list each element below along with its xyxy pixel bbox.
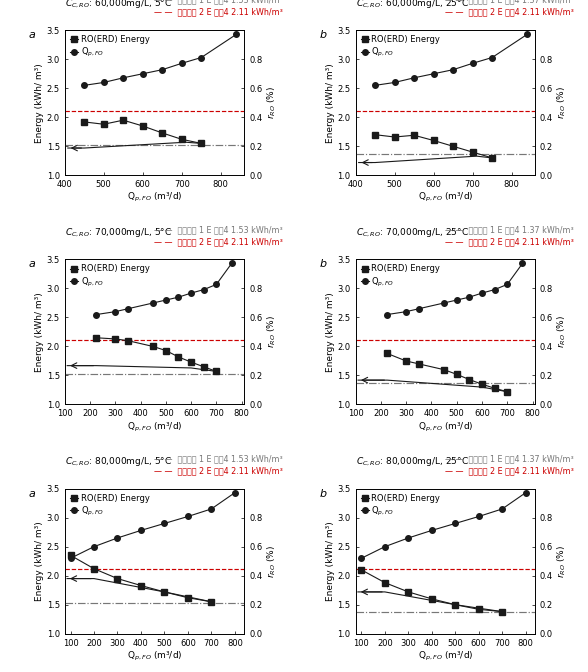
Text: —·—  시나리오 1 E 목팣4 1.53 kWh/m³: —·— 시나리오 1 E 목팣4 1.53 kWh/m³	[155, 454, 283, 463]
X-axis label: Q$_{p, FO}$ (m³/d): Q$_{p, FO}$ (m³/d)	[417, 192, 473, 204]
Text: a: a	[29, 489, 36, 499]
Y-axis label: Energy (kWh/ m³): Energy (kWh/ m³)	[35, 63, 44, 142]
Y-axis label: Energy (kWh/ m³): Energy (kWh/ m³)	[326, 292, 335, 372]
X-axis label: Q$_{p, FO}$ (m³/d): Q$_{p, FO}$ (m³/d)	[127, 421, 182, 433]
Text: —·—  시나리오 1 E 목팣4 1.37 kWh/m³: —·— 시나리오 1 E 목팣4 1.37 kWh/m³	[445, 225, 574, 234]
Legend: RO(ERD) Energy, Q$_{p, FO}$: RO(ERD) Energy, Q$_{p, FO}$	[68, 492, 151, 519]
Legend: RO(ERD) Energy, Q$_{p, FO}$: RO(ERD) Energy, Q$_{p, FO}$	[68, 34, 151, 61]
Text: $C_{C,RO}$: 60,000mg/L, 25°C: $C_{C,RO}$: 60,000mg/L, 25°C	[356, 0, 469, 10]
X-axis label: Q$_{p, FO}$ (m³/d): Q$_{p, FO}$ (m³/d)	[127, 650, 182, 663]
Legend: RO(ERD) Energy, Q$_{p, FO}$: RO(ERD) Energy, Q$_{p, FO}$	[359, 34, 442, 61]
Text: —·—  시나리오 1 E 목팣4 1.37 kWh/m³: —·— 시나리오 1 E 목팣4 1.37 kWh/m³	[445, 454, 574, 463]
Y-axis label: Energy (kWh/ m³): Energy (kWh/ m³)	[35, 292, 44, 372]
Y-axis label: $r_{RO}$ (%): $r_{RO}$ (%)	[265, 545, 278, 578]
Text: $C_{C,RO}$: 70,000mg/L, 25°C: $C_{C,RO}$: 70,000mg/L, 25°C	[356, 226, 469, 239]
Y-axis label: $r_{RO}$ (%): $r_{RO}$ (%)	[265, 86, 278, 119]
Y-axis label: Energy (kWh/ m³): Energy (kWh/ m³)	[35, 521, 44, 601]
Text: — —  시나리오 2 E 목팣4 2.11 kWh/m³: — — 시나리오 2 E 목팣4 2.11 kWh/m³	[155, 8, 283, 17]
Legend: RO(ERD) Energy, Q$_{p, FO}$: RO(ERD) Energy, Q$_{p, FO}$	[68, 263, 151, 290]
Legend: RO(ERD) Energy, Q$_{p, FO}$: RO(ERD) Energy, Q$_{p, FO}$	[359, 263, 442, 290]
X-axis label: Q$_{p, FO}$ (m³/d): Q$_{p, FO}$ (m³/d)	[127, 192, 182, 204]
Text: — —  시나리오 2 E 목팣4 2.11 kWh/m³: — — 시나리오 2 E 목팣4 2.11 kWh/m³	[445, 237, 574, 246]
Text: — —  시나리오 2 E 목팣4 2.11 kWh/m³: — — 시나리오 2 E 목팣4 2.11 kWh/m³	[155, 466, 283, 475]
Text: —·—  시나리오 1 E 목팣4 1.37 kWh/m³: —·— 시나리오 1 E 목팣4 1.37 kWh/m³	[445, 0, 574, 5]
Text: a: a	[29, 30, 36, 40]
Y-axis label: $r_{RO}$ (%): $r_{RO}$ (%)	[556, 545, 569, 578]
Text: b: b	[320, 489, 327, 499]
Text: $C_{C,RO}$: 70,000mg/L, 5°C: $C_{C,RO}$: 70,000mg/L, 5°C	[65, 226, 172, 239]
X-axis label: Q$_{p, FO}$ (m³/d): Q$_{p, FO}$ (m³/d)	[417, 421, 473, 433]
Text: $C_{C,RO}$: 60,000mg/L, 5°C: $C_{C,RO}$: 60,000mg/L, 5°C	[65, 0, 172, 10]
Text: b: b	[320, 259, 327, 269]
Text: — —  시나리오 2 E 목팣4 2.11 kWh/m³: — — 시나리오 2 E 목팣4 2.11 kWh/m³	[445, 466, 574, 475]
Text: — —  시나리오 2 E 목팣4 2.11 kWh/m³: — — 시나리오 2 E 목팣4 2.11 kWh/m³	[155, 237, 283, 246]
Text: a: a	[29, 259, 36, 269]
Y-axis label: Energy (kWh/ m³): Energy (kWh/ m³)	[326, 521, 335, 601]
Y-axis label: $r_{RO}$ (%): $r_{RO}$ (%)	[556, 315, 569, 349]
Legend: RO(ERD) Energy, Q$_{p, FO}$: RO(ERD) Energy, Q$_{p, FO}$	[359, 492, 442, 519]
Text: —·—  시나리오 1 E 목팣4 1.53 kWh/m³: —·— 시나리오 1 E 목팣4 1.53 kWh/m³	[155, 225, 283, 234]
Y-axis label: $r_{RO}$ (%): $r_{RO}$ (%)	[265, 315, 278, 349]
Text: —·—  시나리오 1 E 목팣4 1.53 kWh/m³: —·— 시나리오 1 E 목팣4 1.53 kWh/m³	[155, 0, 283, 5]
X-axis label: Q$_{p, FO}$ (m³/d): Q$_{p, FO}$ (m³/d)	[417, 650, 473, 663]
Y-axis label: $r_{RO}$ (%): $r_{RO}$ (%)	[556, 86, 569, 119]
Y-axis label: Energy (kWh/ m³): Energy (kWh/ m³)	[326, 63, 335, 142]
Text: b: b	[320, 30, 327, 40]
Text: — —  시나리오 2 E 목팣4 2.11 kWh/m³: — — 시나리오 2 E 목팣4 2.11 kWh/m³	[445, 8, 574, 17]
Text: $C_{C,RO}$: 80,000mg/L, 25°C: $C_{C,RO}$: 80,000mg/L, 25°C	[356, 456, 469, 468]
Text: $C_{C,RO}$: 80,000mg/L, 5°C: $C_{C,RO}$: 80,000mg/L, 5°C	[65, 456, 172, 468]
